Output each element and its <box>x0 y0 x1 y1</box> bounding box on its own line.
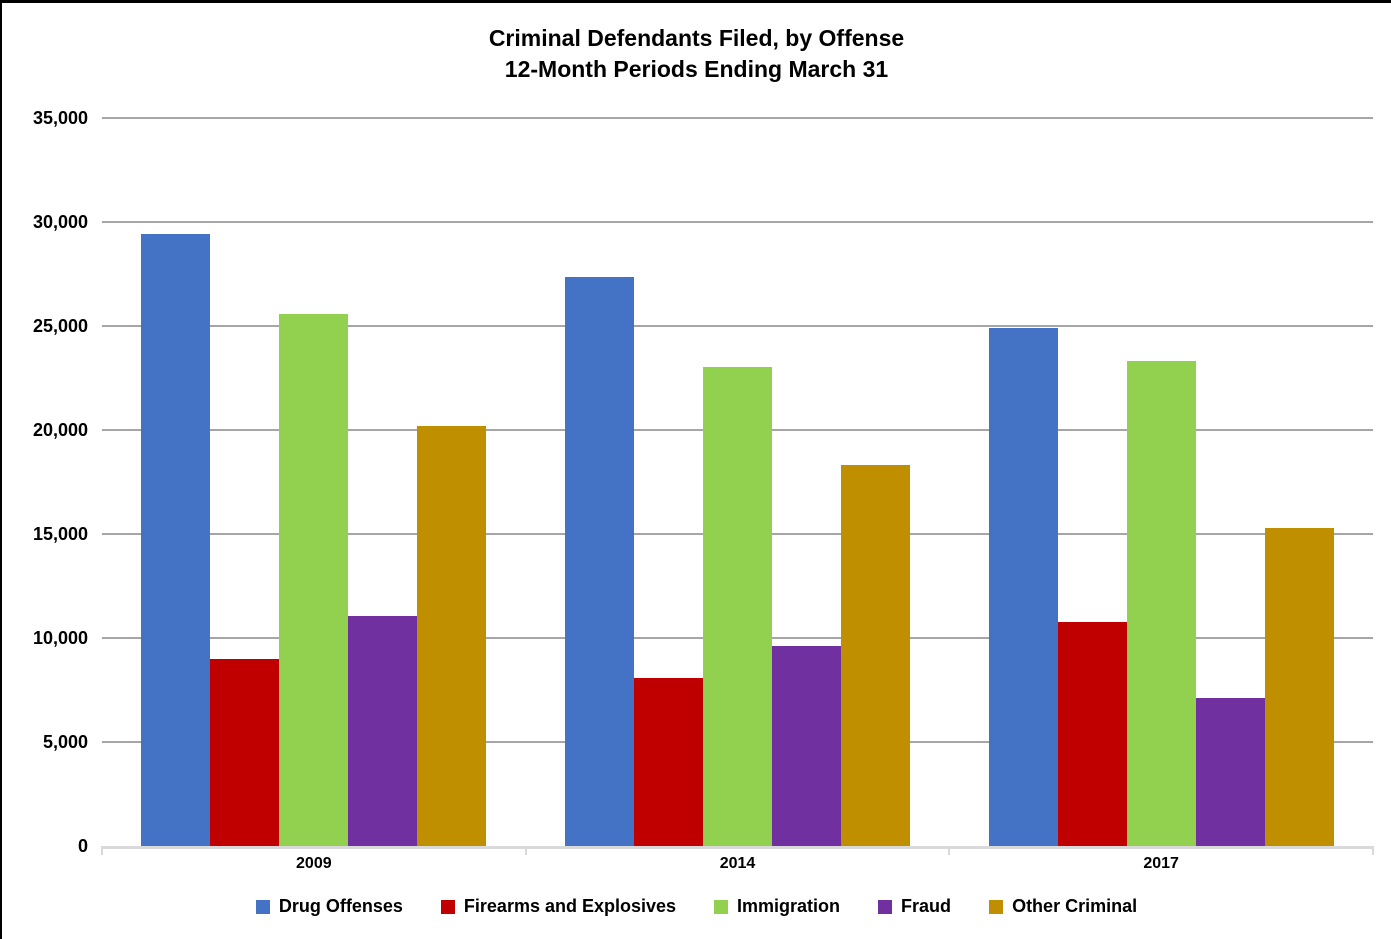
bar-drug-offenses-2014 <box>565 277 634 846</box>
legend-item-label: Fraud <box>901 896 952 916</box>
y-axis-tick-label: 35,000 <box>32 108 88 128</box>
legend-item-label: Immigration <box>737 896 841 916</box>
legend-swatch-icon <box>989 899 1004 914</box>
legend-item-label: Drug Offenses <box>278 896 403 916</box>
bar-firearms-and-explosives-2017 <box>1057 622 1127 846</box>
x-axis-tick <box>101 846 103 855</box>
x-axis-category-label: 2014 <box>719 855 756 872</box>
x-axis-category-label: 2009 <box>296 855 332 872</box>
chart-title: Criminal Defendants Filed, by Offense 12… <box>2 23 1391 85</box>
y-axis-tick-label: 5,000 <box>42 732 88 752</box>
y-axis-tick-label: 25,000 <box>32 316 88 336</box>
legend-item-immigration: Immigration <box>714 896 840 917</box>
y-axis-tick-label: 15,000 <box>32 524 88 544</box>
y-axis-tick-label: 10,000 <box>32 628 88 648</box>
legend-swatch-icon <box>255 899 270 914</box>
y-axis-tick-label: 20,000 <box>32 420 88 440</box>
bar-firearms-and-explosives-2014 <box>634 677 703 846</box>
chart-title-line1: Criminal Defendants Filed, by Offense <box>488 25 905 51</box>
bar-immigration-2017 <box>1126 361 1196 846</box>
bar-drug-offenses-2017 <box>988 328 1058 846</box>
legend-swatch-icon <box>878 899 893 914</box>
bar-immigration-2009 <box>279 313 349 846</box>
bar-fraud-2014 <box>772 646 841 846</box>
y-axis-tick-label: 30,000 <box>32 212 88 232</box>
x-axis-tick <box>524 846 527 855</box>
y-gridline <box>102 221 1373 223</box>
y-gridline <box>102 325 1373 327</box>
x-axis-line <box>102 846 1373 849</box>
bar-drug-offenses-2009 <box>141 234 211 846</box>
legend-item-label: Other Criminal <box>1012 896 1138 916</box>
legend-item-label: Firearms and Explosives <box>463 896 677 916</box>
legend-item-fraud: Fraud <box>878 896 951 917</box>
x-axis-tick <box>1372 846 1374 855</box>
bar-fraud-2009 <box>348 616 418 846</box>
chart-legend: Drug Offenses Firearms and Explosives Immi… <box>2 896 1391 917</box>
bar-fraud-2017 <box>1195 698 1265 846</box>
bar-other-criminal-2017 <box>1264 527 1334 846</box>
bar-firearms-and-explosives-2009 <box>210 658 280 846</box>
x-axis-category-label: 2017 <box>1143 855 1179 872</box>
legend-swatch-icon <box>440 899 455 914</box>
chart-title-line2: 12-Month Periods Ending March 31 <box>504 56 889 82</box>
legend-item-drug-offenses: Drug Offenses <box>255 896 403 917</box>
bar-other-criminal-2014 <box>841 465 910 846</box>
legend-item-other-criminal: Other Criminal <box>989 896 1137 917</box>
legend-swatch-icon <box>714 899 729 914</box>
x-axis-tick <box>948 846 951 855</box>
bar-other-criminal-2009 <box>417 425 487 846</box>
y-gridline <box>102 117 1373 119</box>
legend-item-firearms-and-explosives: Firearms and Explosives <box>440 896 677 917</box>
y-axis-tick-label: 0 <box>77 836 88 856</box>
bar-immigration-2014 <box>703 366 772 846</box>
